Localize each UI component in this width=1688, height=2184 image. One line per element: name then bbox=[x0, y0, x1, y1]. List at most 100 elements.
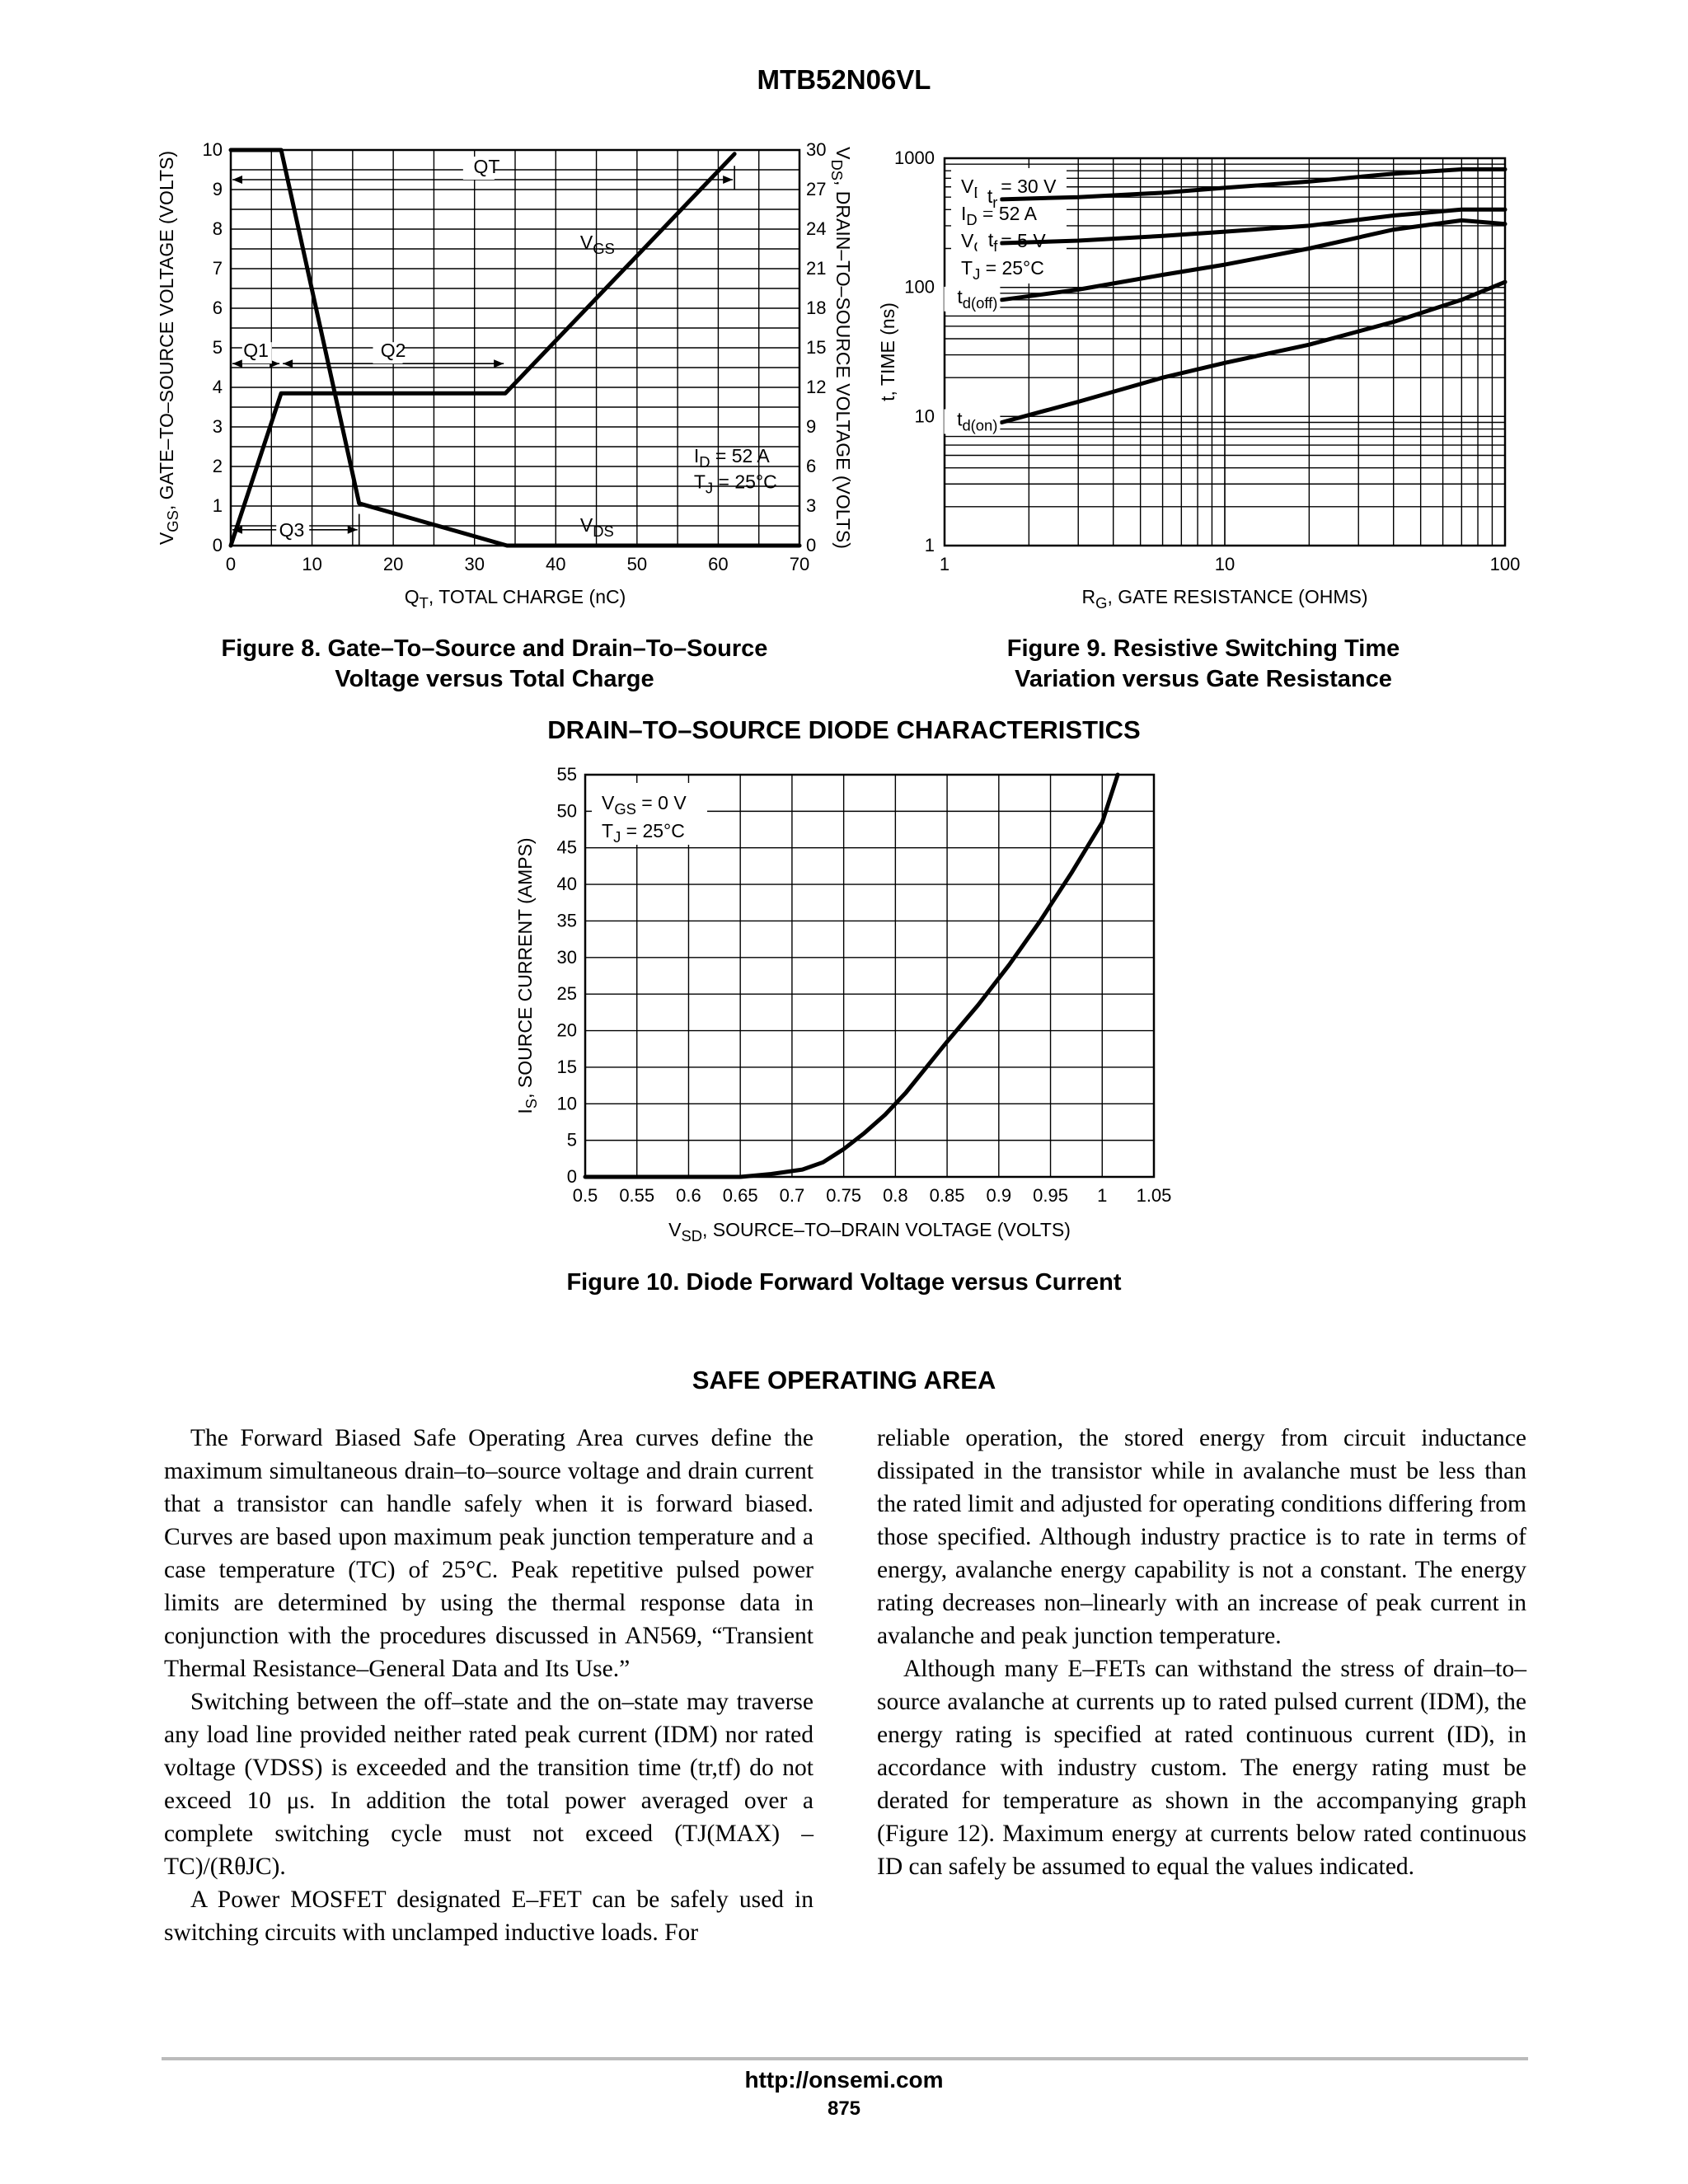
fig8-y-tick-left: 9 bbox=[213, 179, 223, 199]
body-right-column: reliable operation, the stored energy fr… bbox=[877, 1422, 1526, 1883]
fig8-y-tick-right: 0 bbox=[806, 535, 816, 555]
right-paragraph-1: reliable operation, the stored energy fr… bbox=[877, 1425, 1526, 1649]
left-paragraph-1: The Forward Biased Safe Operating Area c… bbox=[164, 1425, 814, 1682]
fig10-y-tick: 30 bbox=[557, 947, 577, 968]
fig8-y-tick-left: 6 bbox=[213, 298, 223, 318]
fig10-x-tick: 0.95 bbox=[1033, 1185, 1068, 1206]
fig10-y-tick: 20 bbox=[557, 1020, 577, 1041]
fig8-x-tick: 50 bbox=[627, 554, 647, 574]
page-title: MTB52N06VL bbox=[757, 64, 931, 95]
fig10-frame bbox=[584, 773, 1156, 1179]
fig8-q1-bg bbox=[241, 342, 272, 364]
fig9-label-tf: tf bbox=[988, 229, 998, 255]
fig10-condition-vgs: VGS = 0 V bbox=[602, 792, 687, 818]
fig8-curve-vds bbox=[228, 148, 802, 548]
fig9-y-tick: 1000 bbox=[894, 148, 935, 168]
fig8-x-tick: 30 bbox=[464, 554, 484, 574]
fig8-q1-arrow-head-right bbox=[270, 359, 280, 368]
fig8-x-tick: 0 bbox=[226, 554, 236, 574]
fig8-q1-label: Q1 bbox=[243, 340, 269, 361]
fig10-x-tick: 0.75 bbox=[826, 1185, 861, 1206]
fig8-y-tick-right: 9 bbox=[806, 416, 816, 437]
fig8-y-tick-left: 3 bbox=[213, 416, 223, 437]
fig8-y-tick-left: 1 bbox=[213, 495, 223, 516]
figure-10-caption: Figure 10. Diode Forward Voltage versus … bbox=[566, 1269, 1122, 1296]
fig8-label-vds: VDS bbox=[580, 514, 614, 540]
fig10-y-label: IS, SOURCE CURRENT (AMPS) bbox=[514, 837, 540, 1113]
fig9-y-tick: 100 bbox=[904, 277, 935, 298]
fig8-y-tick-left: 4 bbox=[213, 377, 223, 397]
fig8-y-tick-right: 21 bbox=[806, 258, 826, 279]
fig8-qt-label: QT bbox=[474, 156, 500, 177]
figure-10-chart: 0.5 0.55 0.6 0.65 0.7 0.75 0.8 0.85 0.9 0.95 1 1.05… bbox=[514, 764, 1172, 1244]
fig9-condition: TJ = 25°C bbox=[961, 257, 1044, 283]
fig8-curve-vgs bbox=[228, 152, 737, 548]
fig9-label-bg bbox=[977, 185, 1001, 211]
footer-url[interactable]: http://onsemi.com bbox=[744, 2067, 944, 2093]
fig8-x-tick: 10 bbox=[302, 554, 321, 574]
fig10-condition-tj: TJ = 25°C bbox=[602, 820, 685, 846]
left-paragraph-3: A Power MOSFET designated E–FET can be s… bbox=[164, 1886, 814, 1946]
fig10-y-tick: 40 bbox=[557, 874, 577, 894]
figure-8-caption: Figure 8. Gate–To–Source and Drain–To–So… bbox=[198, 634, 791, 695]
fig8-x-label: QT, TOTAL CHARGE (nC) bbox=[405, 586, 626, 612]
figure-9-chart: 1101001101001000VDD = 30 VID = 52 AVGS =… bbox=[877, 148, 1521, 612]
fig10-x-tick: 0.65 bbox=[723, 1185, 758, 1206]
fig9-y-tick: 1 bbox=[925, 535, 935, 555]
fig8-y-tick-right: 27 bbox=[806, 179, 826, 199]
fig10-cond-bg bbox=[592, 783, 707, 845]
figure-8-caption-line2: Voltage versus Total Charge bbox=[335, 666, 654, 692]
footer-divider bbox=[162, 2057, 1528, 2060]
body-left-column: The Forward Biased Safe Operating Area c… bbox=[164, 1422, 814, 1949]
figure-9-caption-line1: Figure 9. Resistive Switching Time bbox=[1006, 635, 1400, 662]
fig8-y-tick-left: 0 bbox=[213, 535, 223, 555]
fig10-y-tick: 50 bbox=[557, 800, 577, 821]
fig8-q2-bg bbox=[373, 342, 403, 364]
fig9-label-tdon: td(on) bbox=[957, 409, 997, 434]
fig8-y-tick-left: 10 bbox=[203, 140, 223, 160]
fig9-x-tick: 10 bbox=[1215, 554, 1235, 574]
fig10-x-tick: 0.85 bbox=[930, 1185, 965, 1206]
fig9-label-tr: tr bbox=[987, 185, 998, 211]
fig8-q3-bg bbox=[276, 518, 310, 541]
fig8-label-vgs: VGS bbox=[580, 232, 615, 257]
fig8-q2-arrow-head-right bbox=[494, 359, 504, 368]
fig8-q3-arrow-head-left bbox=[232, 525, 242, 534]
fig8-y-tick-right: 30 bbox=[806, 140, 826, 160]
soa-section-title: SAFE OPERATING AREA bbox=[692, 1366, 996, 1394]
fig10-x-tick: 0.7 bbox=[780, 1185, 805, 1206]
fig8-q2-arrow-head-left bbox=[283, 359, 293, 368]
diode-section-title: DRAIN–TO–SOURCE DIODE CHARACTERISTICS bbox=[547, 715, 1141, 744]
fig8-qt-bg bbox=[462, 157, 495, 180]
figure-8-chart: 0 10 20 30 40 50 60 700123456789100369121518212… bbox=[156, 140, 854, 612]
fig9-y-label: t, TIME (ns) bbox=[877, 302, 898, 401]
fig10-x-tick: 0.55 bbox=[619, 1185, 654, 1206]
fig9-x-tick: 100 bbox=[1490, 554, 1521, 574]
fig9-label-bg bbox=[944, 409, 1001, 434]
fig8-y-tick-right: 15 bbox=[806, 337, 826, 358]
fig9-curve-tdoff bbox=[999, 218, 1507, 302]
fig8-q3-label: Q3 bbox=[279, 519, 305, 541]
fig8-qt-arrow-head-left bbox=[232, 176, 242, 184]
figure-9-caption-line2: Variation versus Gate Resistance bbox=[1015, 666, 1392, 692]
left-paragraph-2: Switching between the off–state and the … bbox=[164, 1689, 814, 1880]
fig10-x-tick: 0.9 bbox=[987, 1185, 1012, 1206]
fig8-q2-label: Q2 bbox=[381, 340, 406, 361]
fig8-y-tick-left: 8 bbox=[213, 218, 223, 239]
fig9-frame bbox=[943, 157, 1507, 547]
fig8-cond-id: ID = 52 A bbox=[694, 445, 771, 471]
fig9-label-bg bbox=[977, 230, 1001, 255]
fig8-q3-arrow-head-right bbox=[347, 525, 358, 534]
figure-8-caption-line1: Figure 8. Gate–To–Source and Drain–To–So… bbox=[221, 635, 768, 662]
fig10-x-tick: 1.05 bbox=[1137, 1185, 1172, 1206]
fig9-condition: ID = 52 A bbox=[961, 203, 1038, 228]
right-paragraph-2: Although many E–FETs can withstand the s… bbox=[877, 1656, 1526, 1880]
fig8-q1-arrow-head-left bbox=[232, 359, 242, 368]
fig8-x-tick: 60 bbox=[708, 554, 728, 574]
fig9-curve-tr bbox=[999, 167, 1507, 202]
fig8-y-label-left: VGS, GATE–TO–SOURCE VOLTAGE (VOLTS) bbox=[156, 151, 181, 545]
fig8-x-tick: 20 bbox=[383, 554, 403, 574]
fig10-y-tick: 25 bbox=[557, 983, 577, 1004]
fig10-y-tick: 35 bbox=[557, 910, 577, 930]
fig10-y-tick: 0 bbox=[567, 1166, 577, 1187]
